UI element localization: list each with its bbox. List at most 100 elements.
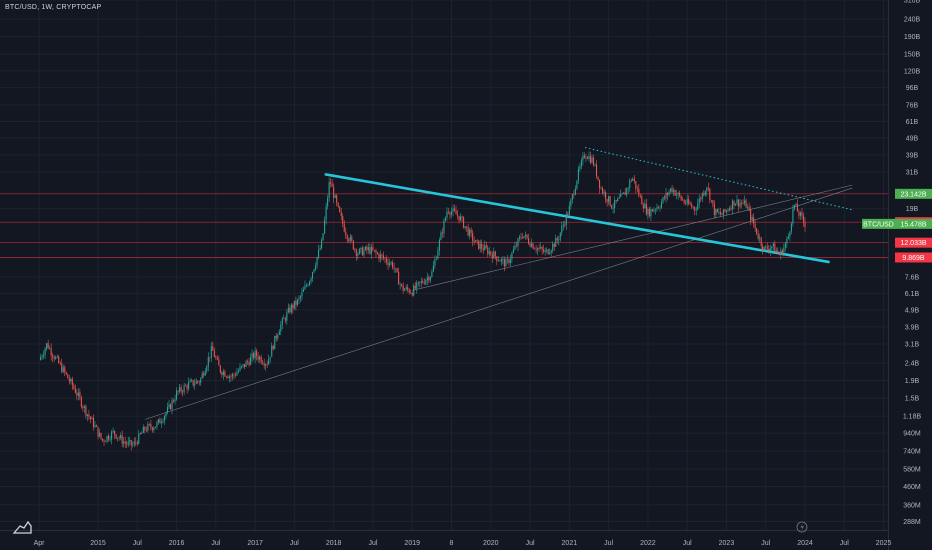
- x-tick-label: 2025: [876, 540, 892, 547]
- candle-body: [106, 435, 108, 442]
- trendline-long-support[interactable]: [145, 187, 853, 420]
- candle-body: [446, 211, 448, 218]
- candle-body: [194, 383, 196, 386]
- candle-body: [43, 354, 45, 357]
- candle-body: [653, 209, 655, 212]
- candle-body: [666, 192, 669, 195]
- candle-body: [73, 385, 75, 389]
- candle-body: [608, 196, 610, 202]
- candle-body: [366, 246, 368, 250]
- candle-body: [463, 217, 465, 228]
- candle-body: [117, 437, 119, 439]
- candle-body: [266, 364, 268, 366]
- candle-body: [245, 361, 247, 368]
- candle-body: [744, 200, 746, 204]
- candle-body: [256, 350, 258, 357]
- candle-body: [52, 355, 54, 358]
- lightning-icon[interactable]: [796, 521, 808, 533]
- candle-body: [546, 249, 548, 251]
- candle-body: [410, 292, 412, 294]
- y-tick-label: 1.18B: [903, 414, 922, 421]
- candle-body: [182, 391, 184, 393]
- candle-body: [379, 254, 382, 259]
- candle-body: [156, 422, 158, 427]
- tradingview-logo-icon[interactable]: [12, 520, 32, 534]
- candle-body: [142, 427, 144, 433]
- candle-body: [600, 188, 602, 189]
- candle-body: [95, 425, 98, 427]
- candle-body: [342, 216, 344, 224]
- candle-body: [234, 374, 237, 376]
- candle-body: [618, 197, 620, 199]
- candle-body: [192, 380, 194, 386]
- y-axis[interactable]: 310B 240B 190B 150B 120B 96B 76B 61B 49B 39B 31B 19…: [903, 0, 922, 526]
- candle-body: [277, 334, 279, 339]
- candle-body: [286, 312, 288, 321]
- x-axis[interactable]: Apr 2015 Jul 2016 Jul 2017 Jul 2018 Jul 2019 8 2020…: [34, 540, 892, 547]
- candle-body: [680, 195, 682, 200]
- trendlines[interactable]: [145, 147, 853, 420]
- candle-body: [734, 203, 737, 206]
- candle-body: [452, 208, 454, 212]
- candle-body: [512, 249, 514, 253]
- candle-body: [432, 265, 434, 272]
- candle-body: [518, 237, 521, 239]
- candle-body: [302, 289, 305, 292]
- candle-body: [568, 206, 570, 215]
- candle-body: [230, 376, 232, 377]
- candle-body: [325, 206, 327, 220]
- candle-body: [745, 200, 747, 208]
- candle-body: [549, 252, 551, 255]
- candle-body: [514, 245, 516, 250]
- candle-body: [311, 272, 314, 279]
- candle-body: [763, 246, 765, 251]
- candle-body: [475, 240, 477, 243]
- candle-body: [314, 265, 317, 270]
- candle-body: [250, 357, 252, 365]
- candle-body: [712, 200, 714, 204]
- candle-body: [716, 209, 718, 213]
- x-tick-label: Jul: [526, 540, 535, 547]
- x-tick-label: Jul: [604, 540, 613, 547]
- candle-body: [502, 258, 504, 260]
- candle-body: [641, 196, 643, 205]
- candle-body: [472, 232, 474, 242]
- candle-body: [447, 211, 450, 213]
- x-tick-label: 2018: [326, 540, 342, 547]
- candle-body: [638, 188, 640, 196]
- candle-body: [624, 192, 626, 195]
- candle-body: [571, 194, 573, 200]
- candle-body: [331, 183, 333, 187]
- trendline-dotted-resistance[interactable]: [584, 147, 853, 211]
- candle-body: [269, 356, 271, 359]
- y-tick-label: 150B: [904, 52, 921, 59]
- trendline-cycle-support[interactable]: [412, 184, 853, 291]
- candle-body: [77, 392, 79, 396]
- y-tick-label: 360M: [903, 502, 921, 509]
- candle-body: [296, 299, 298, 306]
- candle-body: [683, 200, 685, 203]
- candle-body: [460, 216, 462, 221]
- candle-body: [478, 240, 480, 249]
- candle-body: [606, 199, 608, 202]
- candle-body: [778, 252, 780, 255]
- candle-body: [491, 254, 493, 259]
- candle-body: [405, 287, 407, 290]
- candle-body: [562, 224, 564, 227]
- candle-body: [316, 257, 318, 266]
- x-tick-label: Jul: [840, 540, 849, 547]
- candle-body: [689, 203, 691, 205]
- candle-body: [692, 206, 694, 208]
- candle-body: [508, 259, 510, 263]
- trendline-upper-resistance[interactable]: [324, 173, 830, 264]
- candle-body: [537, 248, 539, 251]
- candle-body: [281, 318, 283, 325]
- candle-body: [591, 157, 593, 163]
- x-tick-label: Jul: [368, 540, 377, 547]
- candle-body: [231, 374, 234, 377]
- candle-body: [49, 347, 51, 349]
- candle-body: [550, 250, 552, 253]
- candle-body: [219, 365, 221, 373]
- candle-body: [145, 429, 147, 431]
